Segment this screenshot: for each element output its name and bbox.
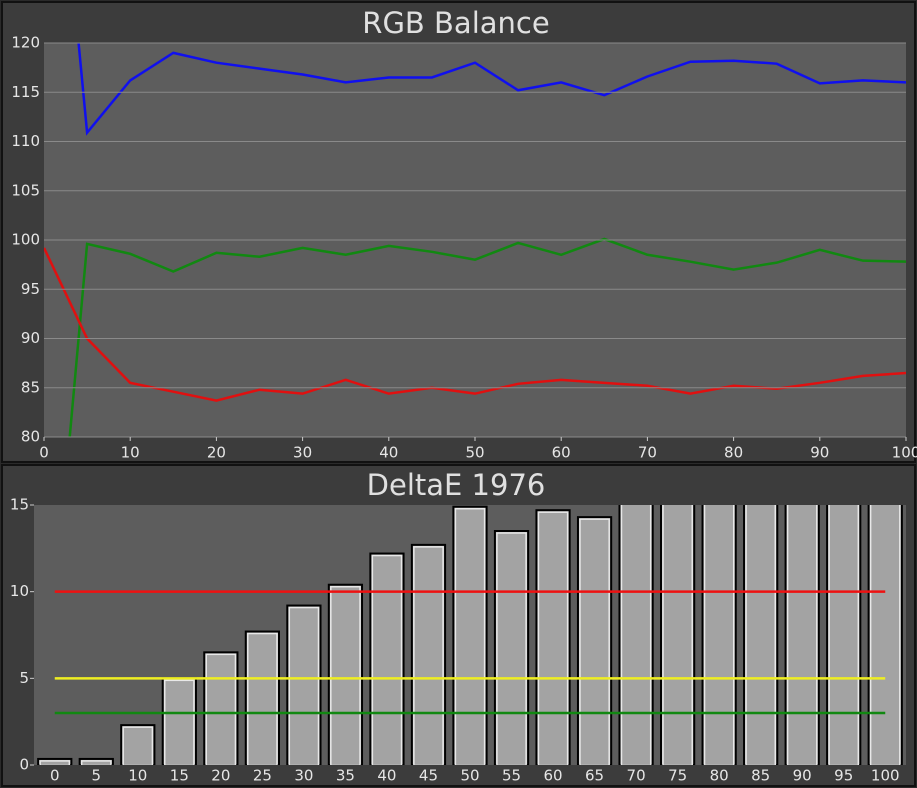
bar	[826, 505, 862, 765]
x-tick-label: 70	[627, 767, 646, 785]
bar-highlight	[371, 554, 403, 765]
bar-highlight	[413, 546, 444, 765]
bar	[203, 651, 239, 765]
x-tick-label: 65	[585, 767, 604, 785]
y-tick-label: 120	[11, 34, 40, 52]
bar	[618, 505, 654, 765]
bar	[369, 552, 405, 765]
x-tick-label: 85	[751, 767, 770, 785]
x-tick-label: 0	[50, 767, 60, 785]
x-tick-label: 80	[710, 767, 729, 785]
bar-highlight	[703, 505, 735, 765]
bar-highlight	[39, 760, 71, 765]
x-tick-label: 20	[211, 767, 230, 785]
bar-highlight	[454, 507, 486, 765]
x-tick-label: 15	[170, 767, 189, 785]
bar-highlight	[496, 532, 527, 765]
x-tick-label: 55	[502, 767, 521, 785]
y-tick-label: 5	[19, 669, 29, 687]
y-tick-label: 15	[10, 496, 29, 514]
x-tick-label: 20	[207, 444, 226, 462]
x-tick-label: 100	[892, 444, 917, 462]
x-tick-label: 30	[293, 444, 312, 462]
x-tick-label: 90	[793, 767, 812, 785]
x-tick-label: 10	[121, 444, 140, 462]
bar-highlight	[869, 505, 901, 765]
bar	[327, 583, 364, 765]
bar	[493, 530, 530, 765]
x-tick-label: 50	[465, 444, 484, 462]
bar-highlight	[330, 585, 361, 765]
x-tick-label: 5	[92, 767, 102, 785]
y-tick-label: 10	[10, 582, 29, 600]
x-tick-label: 0	[39, 444, 49, 462]
bar	[535, 509, 571, 765]
chart-title: DeltaE 1976	[367, 468, 546, 502]
bar-highlight	[122, 726, 154, 765]
bar-highlight	[620, 505, 652, 765]
bar	[410, 543, 447, 765]
x-tick-label: 25	[253, 767, 272, 785]
x-tick-label: 30	[294, 767, 313, 785]
bar-highlight	[80, 760, 112, 765]
bar	[286, 604, 322, 765]
bar-highlight	[163, 679, 195, 765]
x-tick-label: 10	[128, 767, 147, 785]
y-tick-label: 110	[11, 132, 40, 150]
x-tick-label: 90	[810, 444, 829, 462]
bar-highlight	[579, 518, 610, 765]
x-tick-label: 75	[668, 767, 687, 785]
x-tick-label: 95	[834, 767, 853, 785]
bar-highlight	[288, 606, 320, 765]
bar-highlight	[745, 505, 777, 765]
bar-highlight	[247, 632, 278, 765]
y-tick-label: 80	[21, 428, 40, 446]
bar	[244, 630, 280, 765]
x-tick-label: 40	[379, 444, 398, 462]
x-tick-label: 60	[544, 767, 563, 785]
y-tick-label: 90	[21, 329, 40, 347]
x-tick-label: 100	[871, 767, 900, 785]
bar-highlight	[828, 505, 860, 765]
bar	[784, 505, 820, 765]
x-tick-label: 40	[377, 767, 396, 785]
x-tick-label: 60	[552, 444, 571, 462]
bar-highlight	[205, 653, 237, 765]
plot-content	[37, 505, 903, 765]
y-tick-label: 95	[21, 280, 40, 298]
bar	[660, 505, 696, 765]
bar	[37, 757, 73, 765]
bar	[743, 505, 779, 765]
y-tick-label: 85	[21, 378, 40, 396]
bar-highlight	[786, 505, 818, 765]
x-tick-label: 80	[724, 444, 743, 462]
bar	[452, 505, 488, 765]
bar	[161, 677, 197, 765]
bar	[120, 724, 156, 765]
x-tick-label: 45	[419, 767, 438, 785]
series-line	[77, 43, 906, 136]
x-tick-label: 35	[336, 767, 355, 785]
series-line	[68, 237, 906, 437]
bar	[701, 505, 737, 765]
x-tick-label: 70	[638, 444, 657, 462]
bar	[78, 757, 114, 765]
y-tick-label: 0	[19, 756, 29, 774]
bar-highlight	[662, 505, 693, 765]
y-tick-label: 115	[11, 83, 40, 101]
y-tick-label: 105	[11, 181, 40, 199]
x-tick-label: 50	[460, 767, 479, 785]
bar-highlight	[537, 511, 569, 765]
chart-title: RGB Balance	[362, 6, 549, 40]
bar	[576, 516, 613, 765]
y-tick-label: 100	[11, 231, 40, 249]
bar	[867, 505, 903, 765]
